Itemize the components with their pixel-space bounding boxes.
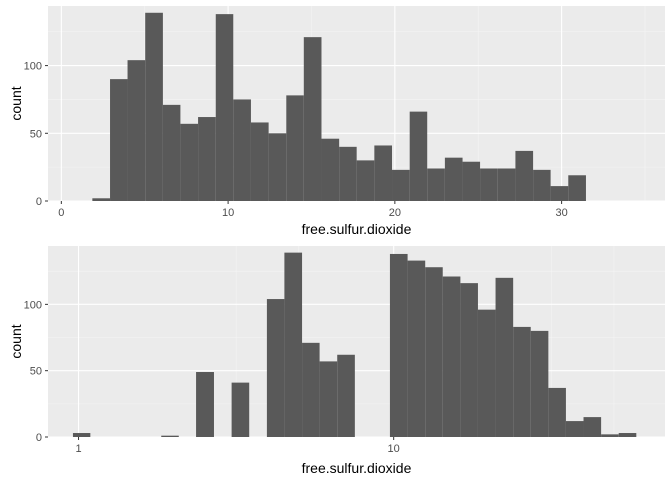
histogram-bar	[497, 168, 516, 201]
histogram-bar	[286, 95, 304, 201]
histogram-bar	[127, 60, 146, 201]
x-tick-label: 10	[388, 443, 400, 455]
histogram-bar	[250, 122, 269, 201]
histogram-bar	[233, 99, 251, 201]
histogram-bar	[231, 382, 250, 437]
histogram-bar	[392, 169, 410, 201]
histogram-bar	[618, 433, 637, 437]
bottom-y-tick-labels: 0 50 100	[24, 299, 42, 444]
histogram-bar	[180, 123, 199, 201]
histogram-bar	[162, 104, 181, 201]
y-tick-label: 0	[36, 432, 42, 444]
histogram-bar	[568, 175, 586, 201]
histogram-bar	[145, 12, 163, 202]
histogram-bar	[601, 434, 619, 437]
histogram-bar	[268, 133, 287, 201]
histogram-bar	[389, 253, 408, 437]
histogram-bar	[548, 387, 566, 437]
histogram-bar	[374, 145, 393, 201]
top-y-axis-title: count	[8, 86, 24, 120]
x-tick-label: 30	[555, 207, 567, 219]
histogram-bar	[442, 276, 461, 437]
histogram-bar	[196, 372, 214, 437]
histogram-bar	[303, 37, 322, 202]
bottom-histogram-panel: 1 10 0 50 100 free.sulfur.dioxide count	[8, 246, 665, 476]
bottom-x-axis-title: free.sulfur.dioxide	[302, 460, 412, 476]
histogram-bar	[266, 299, 285, 437]
histogram-bar	[92, 198, 111, 201]
histogram-bar	[444, 157, 463, 201]
histogram-bar	[284, 252, 303, 437]
histogram-bar	[215, 14, 234, 201]
histogram-bar	[533, 169, 551, 201]
bottom-x-tick-labels: 1 10	[75, 443, 399, 455]
y-tick-label: 100	[24, 61, 42, 73]
histogram-bar	[462, 161, 481, 201]
histogram-bar	[321, 138, 340, 201]
histogram-bar	[161, 435, 179, 437]
x-tick-label: 1	[75, 443, 81, 455]
y-tick-label: 100	[24, 299, 42, 311]
bottom-y-axis-title: count	[8, 324, 24, 358]
histogram-bar	[72, 433, 91, 437]
histogram-bar	[425, 267, 443, 437]
top-x-tick-labels: 0 10 20 30	[58, 207, 567, 219]
bottom-bars	[72, 252, 637, 437]
x-tick-label: 0	[58, 207, 64, 219]
top-ticks	[45, 65, 563, 204]
histogram-bar	[480, 168, 498, 201]
histogram-bar	[495, 277, 514, 437]
histogram-bar	[302, 342, 320, 437]
histogram-bar	[477, 309, 496, 437]
histogram-bar	[583, 417, 602, 437]
histogram-bar	[407, 260, 426, 437]
histogram-bar	[339, 146, 357, 201]
histogram-bar	[513, 326, 531, 437]
y-tick-label: 50	[30, 128, 42, 140]
top-bars	[92, 12, 586, 202]
x-tick-label: 20	[389, 207, 401, 219]
histogram-bar	[565, 421, 584, 437]
histogram-bar	[356, 160, 375, 201]
histogram-bar	[319, 361, 338, 437]
bottom-panel-background	[48, 246, 665, 437]
top-histogram-panel: 0 10 20 30 0 50 100 free.sulfur.dioxide count	[8, 6, 665, 237]
histogram-bar	[409, 111, 428, 201]
histogram-bar	[337, 354, 355, 437]
histogram-bar	[550, 186, 569, 201]
top-y-tick-labels: 0 50 100	[24, 61, 42, 208]
histogram-bar	[530, 330, 549, 437]
x-tick-label: 10	[222, 207, 234, 219]
histogram-bar	[198, 117, 216, 201]
y-tick-label: 50	[30, 366, 42, 378]
bottom-ticks	[45, 303, 395, 440]
histogram-bar	[427, 168, 445, 201]
histogram-bar	[110, 79, 128, 201]
histogram-bar	[515, 150, 534, 201]
histogram-bar	[460, 283, 478, 437]
top-x-axis-title: free.sulfur.dioxide	[302, 221, 412, 237]
y-tick-label: 0	[36, 196, 42, 208]
